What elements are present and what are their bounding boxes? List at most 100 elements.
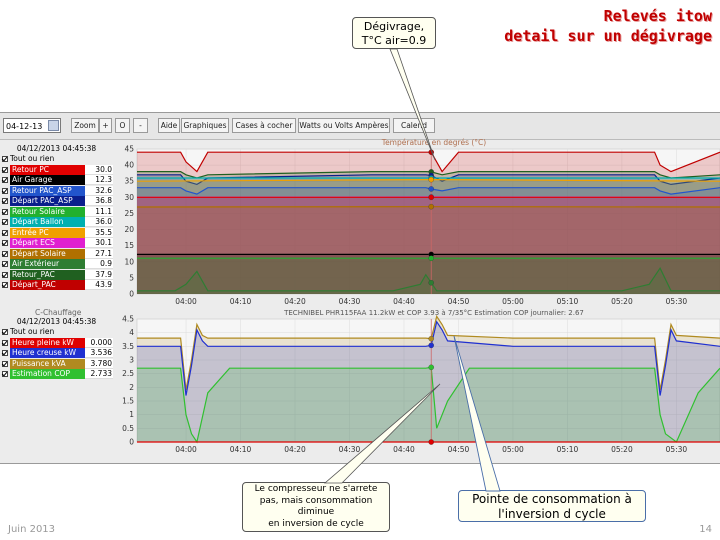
legend-item-label: Estimation COP bbox=[10, 369, 85, 379]
checkbox[interactable] bbox=[2, 229, 8, 236]
series-line bbox=[137, 267, 720, 292]
temperature-legend-item[interactable]: Retour PC 30.0 bbox=[0, 164, 113, 176]
zoom-out-button[interactable]: - bbox=[133, 118, 148, 133]
power-legend-item[interactable]: Heure creuse kW 3.536 bbox=[0, 348, 113, 359]
y-tick-label: 2 bbox=[129, 383, 134, 392]
temperature-legend-item[interactable]: Départ ECS 30.1 bbox=[0, 238, 113, 249]
checkbox[interactable] bbox=[2, 360, 8, 367]
legend-item-value: 3.536 bbox=[85, 348, 113, 358]
checkbox[interactable] bbox=[2, 177, 8, 183]
checkbox[interactable] bbox=[2, 271, 8, 278]
help-button[interactable]: Aide bbox=[158, 118, 180, 133]
legend-item-label: Retour Solaire bbox=[10, 206, 85, 217]
legend-item-value: 0.9 bbox=[85, 259, 113, 269]
temperature-chart-title: Température en degrés (°C) bbox=[381, 138, 487, 147]
series-line bbox=[137, 314, 720, 391]
checkbox[interactable] bbox=[2, 282, 8, 288]
plot-background bbox=[136, 148, 720, 295]
temperature-chart[interactable]: 0 5 10 15 20 25 30 35 40 45 04:00 04:10 04:20 04:30 04… bbox=[124, 145, 720, 307]
legend-item-value: 11.1 bbox=[85, 206, 113, 217]
cursor-marker bbox=[428, 439, 434, 445]
all-toggle-label: Tout ou rien bbox=[10, 154, 55, 163]
legend-item-label: Air Extérieur bbox=[10, 259, 85, 269]
checkbox[interactable] bbox=[2, 240, 8, 246]
y-tick-label: 0 bbox=[129, 290, 134, 299]
x-tick-label: 04:30 bbox=[339, 297, 361, 306]
y-tick-label: 0 bbox=[129, 438, 134, 447]
zoom-in-button[interactable]: + bbox=[99, 118, 112, 133]
temperature-legend-item[interactable]: Départ Ballon 36.0 bbox=[0, 217, 113, 228]
y-tick-label: 30 bbox=[124, 193, 134, 202]
defrost-callout-line2: T°C air=0.9 bbox=[361, 34, 427, 47]
graphs-button[interactable]: Graphiques bbox=[181, 118, 229, 133]
x-tick-label: 05:00 bbox=[502, 297, 524, 306]
compressor-callout-line1: Le compresseur ne s'arrete bbox=[254, 484, 378, 494]
charts-area[interactable]: Température en degrés (°C) TECHNIBEL PHR… bbox=[113, 113, 720, 463]
y-tick-label: 1.5 bbox=[122, 397, 134, 406]
legend-all-toggle[interactable]: Tout ou rien bbox=[0, 327, 113, 338]
y-tick-label: 3.5 bbox=[122, 342, 134, 351]
legend-all-toggle[interactable]: Tout ou rien bbox=[0, 154, 113, 165]
y-tick-label: 15 bbox=[124, 241, 134, 250]
legend-item-label: Heure pleine kW bbox=[10, 337, 85, 348]
legend-item-label: Retour_PAC bbox=[10, 269, 85, 280]
temperature-legend-item[interactable]: Air Garage 12.3 bbox=[0, 175, 113, 186]
series-area bbox=[137, 258, 720, 294]
temperature-legend-item[interactable]: Air Extérieur 0.9 bbox=[0, 259, 113, 270]
legend-item-label: Retour PC bbox=[10, 164, 85, 175]
series-area bbox=[137, 206, 720, 294]
legend-item-label: Entrée PC bbox=[10, 227, 85, 238]
temperature-legend-item[interactable]: Retour_PAC 37.9 bbox=[0, 269, 113, 281]
series-line bbox=[137, 320, 720, 396]
checkbox[interactable] bbox=[2, 261, 8, 267]
legend-item-label: Départ PAC_ASP bbox=[10, 196, 85, 206]
checkbox[interactable] bbox=[2, 198, 8, 204]
legend-item-value: 27.1 bbox=[85, 248, 113, 259]
temperature-legend-item[interactable]: Départ PAC_ASP 36.8 bbox=[0, 196, 113, 207]
checkbox[interactable] bbox=[2, 350, 8, 356]
checkboxes-button[interactable]: Cases à cocher bbox=[232, 118, 296, 133]
zoom-reset-button[interactable]: O bbox=[115, 118, 130, 133]
zoom-button[interactable]: Zoom bbox=[71, 118, 99, 133]
legend-item-label: Départ_PAC bbox=[10, 280, 85, 290]
checkbox[interactable] bbox=[2, 208, 8, 215]
compressor-callout-line2: pas, mais consommation bbox=[259, 495, 373, 506]
x-tick-label: 05:10 bbox=[557, 297, 579, 306]
checkbox[interactable] bbox=[2, 371, 8, 377]
power-legend-item[interactable]: Puissance kVA 3.780 bbox=[0, 358, 113, 370]
checkbox[interactable] bbox=[2, 187, 8, 194]
defrost-callout-line1: Dégivrage, bbox=[363, 20, 425, 33]
legend-item-label: Départ Solaire bbox=[10, 248, 85, 259]
power-chart[interactable]: 0 0.5 1 1.5 2 2.5 3 3.5 4 4.5 04:00 04:10 04:20 04:30… bbox=[122, 315, 720, 455]
temperature-legend-item[interactable]: Retour PAC_ASP 32.6 bbox=[0, 185, 113, 197]
series-area bbox=[137, 321, 720, 442]
legend-item-label: Départ ECS bbox=[10, 238, 85, 248]
temperature-legend-item[interactable]: Départ_PAC 43.9 bbox=[0, 280, 113, 291]
watts-volt-amperes-button[interactable]: Watts ou Volts Ampères bbox=[298, 118, 390, 133]
checkbox[interactable] bbox=[2, 219, 8, 225]
power-legend: 04/12/2013 04:45:38 Tout ou rien Heure p… bbox=[0, 317, 113, 380]
x-tick-label: 05:30 bbox=[666, 297, 688, 306]
temperature-legend: 04/12/2013 04:45:38 Tout ou rien Retour … bbox=[0, 144, 113, 291]
checkbox[interactable] bbox=[2, 166, 8, 173]
peak-callout-line1: Pointe de consommation à bbox=[472, 492, 632, 506]
checkbox[interactable] bbox=[2, 156, 8, 162]
series-area bbox=[137, 187, 720, 294]
temperature-legend-item[interactable]: Retour Solaire 11.1 bbox=[0, 206, 113, 218]
checkbox[interactable] bbox=[2, 329, 8, 335]
checkbox[interactable] bbox=[2, 250, 8, 257]
power-legend-item[interactable]: Heure pleine kW 0.000 bbox=[0, 337, 113, 349]
y-tick-label: 10 bbox=[124, 257, 134, 266]
temperature-legend-rows: Retour PC 30.0 Air Garage 12.3 Retour PAC_AS… bbox=[0, 164, 113, 291]
x-tick-label: 04:00 bbox=[175, 297, 197, 306]
date-input[interactable]: 04-12-13 bbox=[3, 118, 61, 133]
calendar-dropdown-icon[interactable] bbox=[48, 120, 59, 131]
x-tick-label: 04:20 bbox=[284, 445, 306, 454]
x-tick-label: 04:50 bbox=[448, 445, 470, 454]
temperature-legend-item[interactable]: Entrée PC 35.5 bbox=[0, 227, 113, 239]
y-tick-label: 35 bbox=[124, 177, 134, 186]
temperature-legend-item[interactable]: Départ Solaire 27.1 bbox=[0, 248, 113, 260]
y-tick-label: 1 bbox=[129, 410, 134, 419]
checkbox[interactable] bbox=[2, 339, 8, 346]
power-legend-item[interactable]: Estimation COP 2.733 bbox=[0, 369, 113, 380]
